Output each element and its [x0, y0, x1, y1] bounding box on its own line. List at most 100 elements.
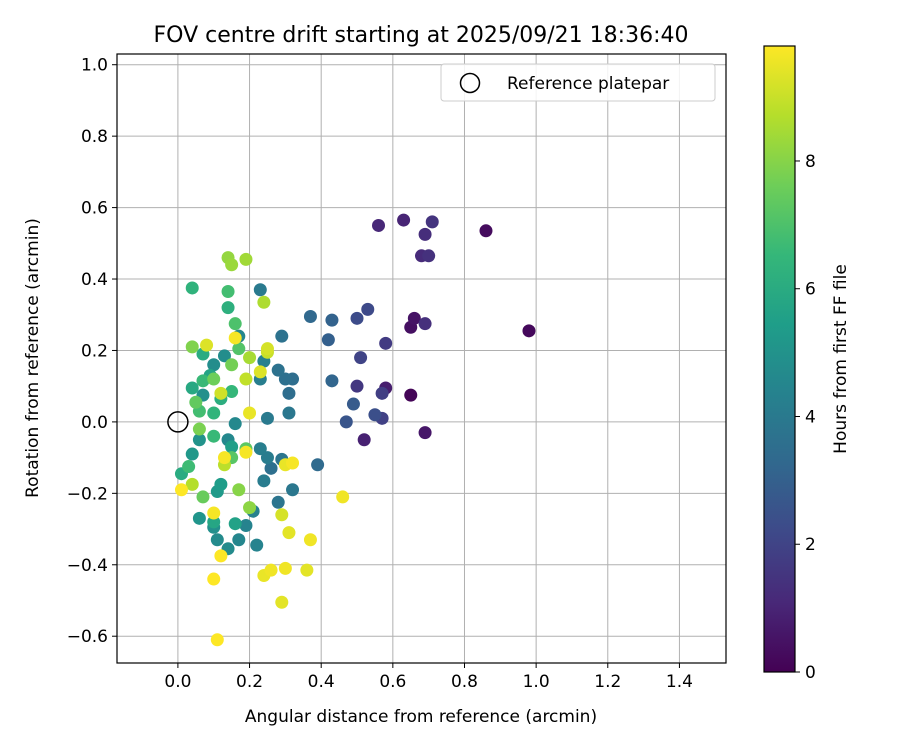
data-point — [243, 351, 257, 365]
data-point — [228, 317, 242, 331]
x-tick-label: 0.4 — [308, 672, 335, 692]
data-point — [200, 338, 214, 352]
data-point — [207, 429, 221, 443]
data-point — [257, 474, 271, 488]
y-tick-label: 1.0 — [81, 56, 108, 76]
data-point — [260, 342, 274, 356]
data-point — [282, 406, 296, 420]
data-point — [192, 422, 206, 436]
data-point — [418, 227, 432, 241]
data-point — [522, 324, 536, 338]
y-tick-label: −0.4 — [67, 556, 108, 576]
x-tick-label: 1.2 — [594, 672, 621, 692]
data-point — [243, 406, 257, 420]
x-tick-label: 0.0 — [164, 672, 191, 692]
data-point — [425, 215, 439, 229]
data-point — [228, 331, 242, 345]
data-point — [196, 490, 210, 504]
data-point — [361, 302, 375, 316]
colorbar-tick-label: 6 — [805, 280, 816, 300]
data-point — [311, 458, 325, 472]
y-axis-label: Rotation from reference (arcmin) — [23, 218, 43, 498]
data-point — [207, 506, 221, 520]
colorbar-tick-label: 2 — [805, 535, 816, 555]
data-point — [404, 388, 418, 402]
data-point — [228, 517, 242, 531]
reference-point — [167, 411, 189, 433]
data-point — [357, 433, 371, 447]
data-point — [346, 397, 360, 411]
reference-marker — [167, 411, 189, 433]
data-point — [232, 533, 246, 547]
data-point — [300, 563, 314, 577]
data-point — [278, 372, 292, 386]
data-point — [260, 411, 274, 425]
data-point — [217, 451, 231, 465]
data-point — [182, 460, 196, 474]
data-point — [325, 374, 339, 388]
legend-label: Reference platepar — [507, 74, 669, 94]
data-point — [271, 495, 285, 509]
data-point — [418, 317, 432, 331]
data-point — [221, 285, 235, 299]
data-point — [185, 281, 199, 295]
colorbar-ticks: 0 2 4 6 8 — [795, 152, 816, 683]
data-point — [185, 477, 199, 491]
data-point — [239, 372, 253, 386]
data-point — [257, 295, 271, 309]
x-tick-label: 0.2 — [236, 672, 263, 692]
data-point — [397, 213, 411, 227]
data-point — [250, 538, 264, 552]
data-point — [350, 311, 364, 325]
x-axis-ticks: 0.0 0.2 0.4 0.6 0.8 1.0 1.2 1.4 — [164, 663, 693, 692]
data-point — [325, 313, 339, 327]
y-tick-label: 0.8 — [81, 127, 108, 147]
data-point — [196, 374, 210, 388]
colorbar-frame — [763, 45, 796, 673]
legend: Reference platepar — [440, 63, 716, 102]
x-tick-label: 1.0 — [523, 672, 550, 692]
data-point — [239, 445, 253, 459]
plot-frame — [116, 53, 727, 664]
data-point — [214, 477, 228, 491]
y-axis-ticks: −0.6 −0.4 −0.2 0.0 0.2 0.4 0.6 0.8 1.0 — [67, 56, 117, 647]
chart-title: FOV centre drift starting at 2025/09/21 … — [154, 23, 689, 48]
data-point — [221, 301, 235, 315]
data-point — [282, 386, 296, 400]
data-point — [210, 533, 224, 547]
data-point — [339, 415, 353, 429]
data-point — [243, 501, 257, 515]
data-point — [185, 340, 199, 354]
colorbar-tick-label: 8 — [805, 152, 816, 172]
data-point — [422, 249, 436, 263]
x-tick-label: 1.4 — [666, 672, 693, 692]
data-point — [321, 333, 335, 347]
data-point — [239, 252, 253, 266]
data-point — [286, 483, 300, 497]
data-point — [189, 395, 203, 409]
data-point — [225, 258, 239, 272]
y-tick-label: 0.0 — [81, 413, 108, 433]
data-point — [253, 442, 267, 456]
y-tick-label: −0.6 — [67, 627, 108, 647]
data-point — [185, 447, 199, 461]
data-point — [228, 417, 242, 431]
data-point — [207, 358, 221, 372]
y-tick-label: 0.2 — [81, 341, 108, 361]
colorbar: 0 2 4 6 8 Hours from first FF file — [763, 45, 851, 683]
data-point — [253, 365, 267, 379]
data-point — [286, 456, 300, 470]
x-tick-label: 0.6 — [379, 672, 406, 692]
data-point — [275, 595, 289, 609]
data-point — [418, 426, 432, 440]
data-point — [275, 329, 289, 343]
data-point — [232, 483, 246, 497]
data-point — [260, 451, 274, 465]
data-point — [207, 372, 221, 386]
data-point — [264, 563, 278, 577]
data-point — [207, 572, 221, 586]
data-point — [354, 351, 368, 365]
data-point — [225, 440, 239, 454]
data-point — [479, 224, 493, 238]
